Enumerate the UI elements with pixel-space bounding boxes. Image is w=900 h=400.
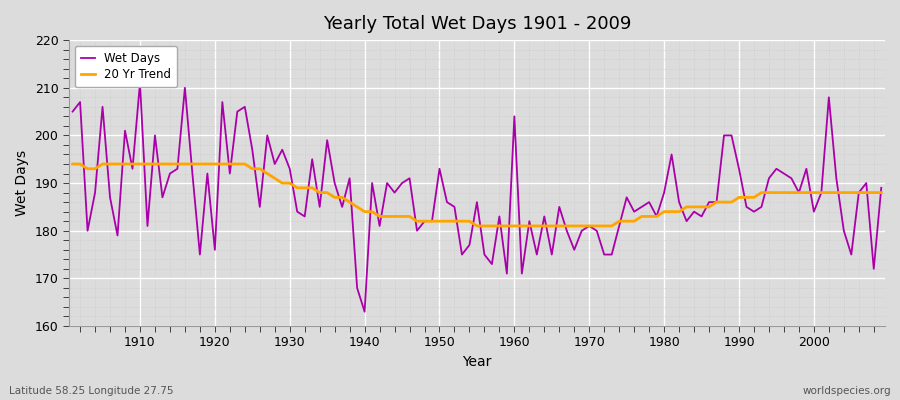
- Line: 20 Yr Trend: 20 Yr Trend: [73, 164, 881, 226]
- Wet Days: [524, 219, 535, 224]
- 20 Yr Trend: [337, 195, 347, 200]
- Wet Days: [344, 176, 355, 181]
- 20 Yr Trend: [509, 224, 520, 228]
- X-axis label: Year: Year: [463, 355, 491, 369]
- 20 Yr Trend: [517, 224, 527, 228]
- 20 Yr Trend: [292, 186, 302, 190]
- 20 Yr Trend: [127, 162, 138, 166]
- 20 Yr Trend: [876, 190, 886, 195]
- Wet Days: [68, 109, 78, 114]
- Text: Latitude 58.25 Longitude 27.75: Latitude 58.25 Longitude 27.75: [9, 386, 174, 396]
- Text: worldspecies.org: worldspecies.org: [803, 386, 891, 396]
- Wet Days: [127, 166, 138, 171]
- 20 Yr Trend: [68, 162, 78, 166]
- Wet Days: [517, 271, 527, 276]
- 20 Yr Trend: [607, 224, 617, 228]
- Wet Days: [300, 214, 310, 219]
- Wet Days: [876, 186, 886, 190]
- Y-axis label: Wet Days: Wet Days: [15, 150, 29, 216]
- Wet Days: [135, 80, 146, 85]
- Wet Days: [614, 224, 625, 228]
- Line: Wet Days: Wet Days: [73, 83, 881, 312]
- 20 Yr Trend: [472, 224, 482, 228]
- Wet Days: [359, 309, 370, 314]
- Legend: Wet Days, 20 Yr Trend: Wet Days, 20 Yr Trend: [75, 46, 177, 87]
- Title: Yearly Total Wet Days 1901 - 2009: Yearly Total Wet Days 1901 - 2009: [323, 15, 631, 33]
